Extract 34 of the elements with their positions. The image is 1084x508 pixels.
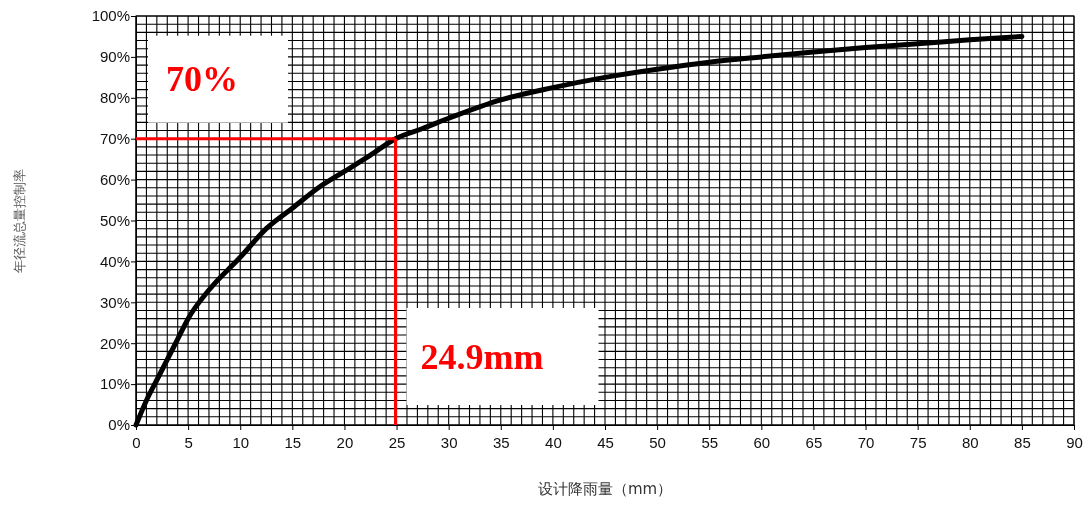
x-axis-title: 设计降雨量（mm）	[537, 480, 673, 498]
x-tick-label: 60	[753, 434, 771, 451]
x-tick-label: 15	[284, 434, 302, 451]
x-tick-label: 0	[132, 434, 141, 451]
x-tick-label: 40	[545, 434, 562, 451]
x-tick-label: 50	[649, 434, 666, 451]
y-axis-title: 年径流总量控制率	[12, 168, 27, 273]
x-tick-label: 75	[909, 434, 927, 451]
y-tick-label: 100%	[91, 7, 130, 25]
x-tick-label: 10	[232, 434, 250, 451]
x-tick-label: 80	[961, 434, 979, 451]
y-tick-label: 10%	[99, 375, 130, 393]
x-tick-label: 65	[805, 434, 823, 451]
y-tick-label: 20%	[99, 334, 130, 352]
y-tick-label: 40%	[99, 252, 130, 270]
y-tick-label: 90%	[99, 48, 130, 66]
y-tick-label: 30%	[99, 293, 130, 311]
x-tick-label: 30	[440, 434, 458, 451]
x-tick-label: 35	[492, 434, 510, 451]
x-tick-label: 85	[1014, 434, 1031, 451]
y-tick-label: 70%	[99, 130, 130, 147]
ref-line-label: 24.9mm	[420, 336, 544, 377]
y-tick-label: 0%	[108, 416, 130, 434]
x-tick-label: 20	[336, 434, 354, 451]
x-tick-label: 5	[184, 434, 193, 451]
x-tick-label: 55	[701, 434, 719, 451]
y-tick-label: 50%	[99, 211, 130, 229]
x-tick-label: 90	[1066, 434, 1083, 451]
y-tick-label: 60%	[99, 170, 130, 188]
x-tick-label: 25	[388, 434, 406, 451]
x-tick-label: 45	[597, 434, 614, 451]
ref-line-label: 70%	[166, 59, 238, 100]
y-tick-label: 80%	[99, 89, 130, 107]
x-tick-label: 70	[857, 434, 875, 451]
